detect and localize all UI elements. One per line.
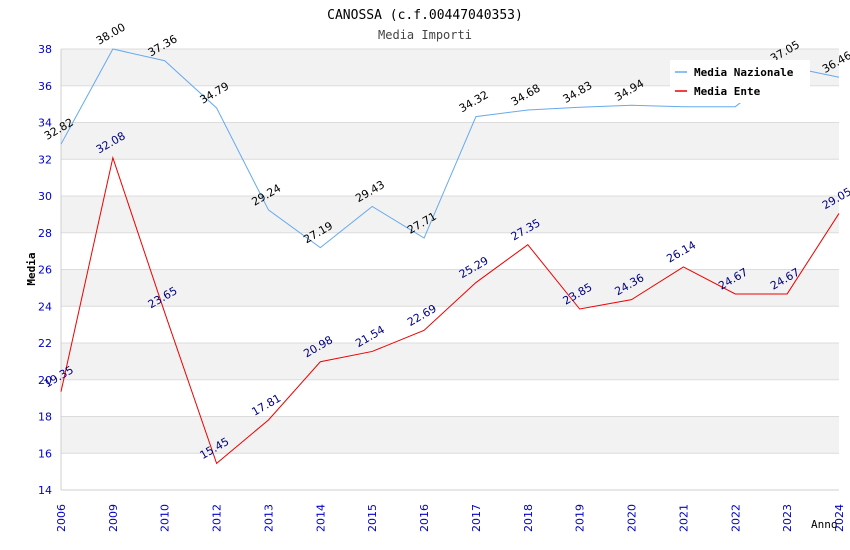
x-tick-label: 2016 [418,504,431,532]
series-line-media-ente [60,155,840,465]
y-tick-label: 26 [38,264,52,277]
grid-band [61,122,839,160]
x-tick-label: 2012 [211,504,224,532]
y-tick-label: 34 [38,117,52,130]
x-tick-label: 2023 [781,504,794,532]
x-tick-label: 2021 [677,504,690,532]
y-tick-label: 28 [38,227,52,240]
x-tick-label: 2024 [833,504,846,532]
x-tick-label: 2009 [107,504,120,532]
x-tick-label: 2017 [470,504,483,532]
grid-band [61,343,839,380]
series-line-media-nazionale [60,48,840,249]
y-tick-label: 14 [38,484,52,497]
x-tick-label: 2014 [314,504,327,532]
series-lines [60,48,840,465]
grid-band [61,196,839,233]
y-tick-label: 36 [38,80,52,93]
y-tick-label: 30 [38,190,52,203]
legend: Media Nazionale Media Ente [670,60,810,103]
y-tick-label: 32 [38,153,52,166]
x-axis-label: Anno [811,518,838,531]
x-tick-label: 2010 [159,504,172,532]
chart-title: CANOSSA (c.f.00447040353) [327,8,523,23]
grid-band [61,416,839,454]
y-tick-label: 16 [38,447,52,460]
chart-subtitle: Media Importi [378,28,472,42]
grid-band [61,232,839,270]
y-tick-label: 24 [38,300,52,313]
legend-box [670,60,810,103]
y-tick-label: 22 [38,337,52,350]
x-tick-label: 2015 [366,504,379,532]
x-tick-label: 2019 [574,504,587,532]
plot-background [61,49,839,490]
y-axis-label: Media [25,252,38,285]
y-tick-label: 20 [38,374,52,387]
x-tick-label: 2020 [626,504,639,532]
x-tick-label: 2013 [262,504,275,532]
y-tick-label: 18 [38,411,52,424]
x-tick-label: 2018 [522,504,535,532]
grid-band [61,306,839,343]
y-tick-label: 38 [38,43,52,56]
legend-label: Media Nazionale [694,66,794,79]
x-tick-label: 2022 [729,504,742,532]
x-tick-label: 2006 [55,504,68,532]
data-label: 38.00 [94,21,128,48]
legend-label: Media Ente [694,85,761,98]
grid-band [61,379,839,417]
grid-band [61,269,839,307]
grid-band [61,453,839,490]
